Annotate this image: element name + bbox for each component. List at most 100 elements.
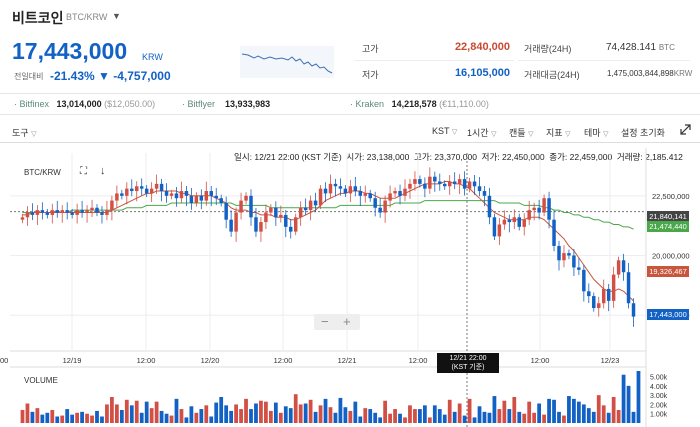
candle-body xyxy=(467,181,472,189)
volume-24h-value: 74,428.141 BTC xyxy=(606,42,675,53)
candle-body xyxy=(537,207,541,213)
indicator-menu[interactable]: 지표 ▽ xyxy=(546,128,571,138)
volume-bar xyxy=(373,412,378,423)
zoom-out-button[interactable]: − xyxy=(321,314,329,329)
interval-select[interactable]: 1시간 ▽ xyxy=(467,128,497,138)
candle-body xyxy=(333,183,338,187)
candle-body xyxy=(244,195,248,201)
reset-settings-button[interactable]: 설정 초기화 xyxy=(621,128,665,138)
candle-body xyxy=(264,212,268,223)
amount-24h-label: 거래대금(24H) xyxy=(524,70,580,80)
theme-menu[interactable]: 테마 ▽ xyxy=(584,128,609,138)
candle-body xyxy=(557,245,561,261)
low-label: 저가 xyxy=(362,70,379,80)
price-currency: KRW xyxy=(142,52,163,62)
candle-body xyxy=(487,195,492,218)
candle-body xyxy=(25,212,30,218)
volume-24h-label: 거래량(24H) xyxy=(524,44,572,54)
volume-bar xyxy=(422,405,427,423)
volume-bar xyxy=(25,403,30,423)
candle-body xyxy=(611,274,616,301)
candle-body xyxy=(110,200,114,211)
candle-body xyxy=(50,210,55,215)
volume-bar xyxy=(318,405,323,423)
current-price-tag: 17,443,000 xyxy=(647,309,689,320)
price-chart[interactable]: 22,500,00020,000,00017,500,0000012/1912:… xyxy=(0,143,700,427)
candle-body xyxy=(105,210,109,215)
volume-bar xyxy=(199,409,204,423)
candle-body xyxy=(259,222,263,232)
volume-bar xyxy=(591,411,596,423)
volume-bar xyxy=(368,409,373,423)
volume-bar xyxy=(601,405,606,423)
tools-menu[interactable]: 도구 ▽ xyxy=(12,128,37,138)
candle-body xyxy=(606,288,611,301)
volume-bar xyxy=(50,410,55,423)
candle-body xyxy=(338,186,343,189)
candle-body xyxy=(388,193,392,201)
arrow-down-icon[interactable]: ↓ xyxy=(100,165,106,177)
candle-body xyxy=(149,188,154,194)
candle-body xyxy=(373,198,377,208)
y-tick-label: 20,000,000 xyxy=(652,252,690,261)
candle-body xyxy=(100,212,104,215)
volume-bar xyxy=(244,398,248,423)
candle-body xyxy=(279,214,283,218)
candle-body xyxy=(125,188,129,196)
candle-body xyxy=(40,210,45,213)
candle-body xyxy=(75,210,79,215)
candle-body xyxy=(323,188,328,194)
volume-bar xyxy=(174,398,179,423)
candle-body xyxy=(423,183,427,189)
candle-body xyxy=(363,193,367,196)
candle-body xyxy=(507,219,512,223)
volume-bar xyxy=(432,405,437,423)
volume-bar xyxy=(482,411,487,423)
volume-bar xyxy=(388,413,392,423)
candle-body xyxy=(616,260,621,275)
exchange-kraken: · Kraken 14,218,578 (€11,110.00) xyxy=(350,99,489,109)
coin-name: 비트코인 xyxy=(12,10,64,26)
candle-body xyxy=(348,186,353,194)
candle-body xyxy=(547,198,551,220)
candle-body xyxy=(383,200,387,213)
volume-bar xyxy=(328,407,333,423)
volume-tick-label: 4.00k xyxy=(650,384,668,391)
volume-bar xyxy=(572,398,576,423)
zoom-in-button[interactable]: + xyxy=(343,314,351,329)
candle-body xyxy=(502,219,507,225)
candle-type-select[interactable]: 캔들 ▽ xyxy=(509,128,534,138)
amount-24h-value: 1,475,003,844,898KRW xyxy=(607,69,693,78)
volume-bar xyxy=(278,412,283,423)
candle-body xyxy=(318,188,323,206)
ohlc-info-bar: 일시: 12/21 22:00 (KST 기준) 시가: 23,138,000 … xyxy=(234,152,683,162)
volume-bar xyxy=(129,405,134,423)
x-tick-label: 12/21 xyxy=(338,356,357,365)
volume-bar xyxy=(467,398,472,423)
expand-icon[interactable] xyxy=(680,124,691,137)
candle-body xyxy=(522,219,526,227)
candle-body xyxy=(313,200,318,206)
candle-body xyxy=(597,303,601,309)
volume-bar xyxy=(581,404,586,423)
fullscreen-corner-icon[interactable]: ⛶ xyxy=(80,166,87,177)
candle-body xyxy=(159,183,164,192)
volume-bar xyxy=(606,412,611,423)
caret-down-icon[interactable]: ▼ xyxy=(112,11,121,21)
pair-label: BTC/KRW xyxy=(66,12,108,22)
volume-bar xyxy=(80,411,84,423)
candle-body xyxy=(229,219,233,232)
volume-bar xyxy=(457,403,462,423)
timezone-select[interactable]: KST ▽ xyxy=(432,126,458,136)
candle-body xyxy=(214,195,218,199)
candle-body xyxy=(601,288,606,304)
candle-body xyxy=(433,176,437,182)
candle-body xyxy=(194,195,199,203)
volume-bar xyxy=(179,409,184,423)
x-tick-label: 00 xyxy=(0,356,8,365)
volume-bar xyxy=(552,399,556,423)
volume-bar xyxy=(403,417,407,423)
candle-body xyxy=(378,207,382,213)
candle-body xyxy=(532,207,536,211)
high-value: 22,840,000 xyxy=(454,41,510,53)
